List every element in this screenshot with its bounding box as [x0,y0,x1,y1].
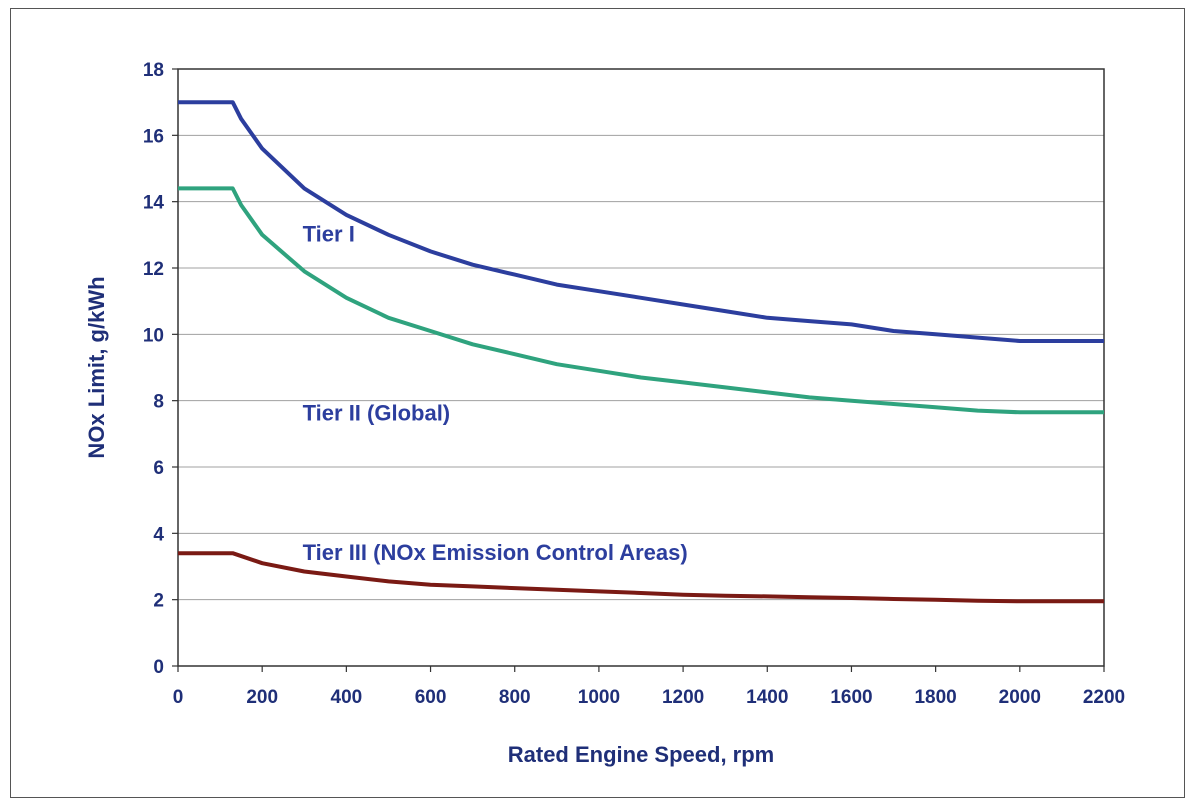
tick-labels: 0 2 4 6 8 10 12 14 16 18 0 200 400 600 800 1000 1200 1400… [143,60,1125,708]
y-axis-title: NOx Limit, g/kWh [84,276,109,458]
y-tick-label: 12 [143,259,164,280]
y-tick-label: 4 [153,524,164,545]
x-tick-label: 600 [415,687,447,708]
series-line-1 [178,100,1104,343]
y-tick-label: 14 [143,193,165,214]
x-tick-label: 1800 [914,687,956,708]
series-line-3 [178,551,1104,604]
x-tick-label: 800 [499,687,531,708]
series-label-3: Tier III (NOx Emission Control Areas) [303,540,688,565]
y-tick-label: 18 [143,60,164,81]
y-tick-label: 6 [153,458,164,479]
x-tick-label: 1000 [578,687,620,708]
series-label-2: Tier II (Global) [303,401,451,426]
x-tick-label: 200 [246,687,278,708]
series-label-1: Tier I [303,221,355,246]
x-tick-label: 1400 [746,687,788,708]
x-axis-title: Rated Engine Speed, rpm [508,742,775,767]
y-tick-label: 2 [153,591,164,612]
y-tick-label: 10 [143,325,164,346]
figure-frame [10,8,1185,798]
x-tick-label: 0 [173,687,184,708]
series-lines [178,100,1104,604]
x-tick-label: 2200 [1083,687,1125,708]
y-tick-label: 0 [153,657,164,678]
y-tick-label: 8 [153,392,164,413]
y-tick-label: 16 [143,126,164,147]
x-tick-label: 400 [331,687,363,708]
x-tick-label: 1600 [830,687,872,708]
x-tick-label: 2000 [999,687,1041,708]
plot-area [177,68,1105,667]
gridlines [178,134,1104,601]
series-labels: Tier I Tier II (Global) Tier III (NOx Emis… [303,221,688,564]
x-tick-label: 1200 [662,687,704,708]
series-line-2 [178,186,1104,415]
